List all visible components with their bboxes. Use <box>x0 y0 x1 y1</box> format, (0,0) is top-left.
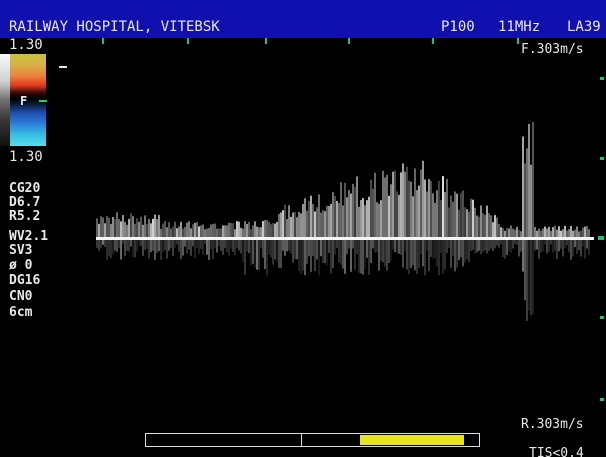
grayscale-bar <box>0 54 10 146</box>
header-tick <box>517 38 519 44</box>
depth-tick <box>600 157 604 160</box>
preset-label: LA39 <box>567 19 601 35</box>
colorbar-marker <box>59 66 67 68</box>
param-sample-volume: SV3 <box>9 243 33 258</box>
param-rejection: R5.2 <box>9 209 41 224</box>
depth-tick <box>600 77 604 80</box>
param-gain: CG20 <box>9 181 41 196</box>
thermal-index: TIS<0.4 <box>529 446 584 457</box>
header-tick <box>432 38 434 44</box>
param-scale-depth: 6cm <box>9 305 33 320</box>
reverse-velocity-scale: R.303m/s <box>521 417 584 432</box>
baseline-end-marker <box>598 236 604 240</box>
header-tick <box>102 38 104 44</box>
progress-highlight <box>360 435 464 445</box>
forward-velocity-scale: F.303m/s <box>521 42 584 57</box>
header-tick <box>265 38 267 44</box>
header-tick <box>348 38 350 44</box>
institution-name: RAILWAY HOSPITAL, VITEBSK <box>9 19 220 35</box>
depth-tick <box>600 316 604 319</box>
header-tick <box>187 38 189 44</box>
header-bar <box>0 0 606 38</box>
frequency-label: 11MHz <box>498 19 541 35</box>
param-depth: D6.7 <box>9 195 41 210</box>
param-doppler-gain: DG16 <box>9 273 41 288</box>
progress-divider <box>301 434 302 446</box>
cine-progress-bar <box>145 433 480 447</box>
colorbar-bottom-value: 1.30 <box>9 149 43 165</box>
depth-tick <box>600 398 604 401</box>
param-cn: CN0 <box>9 289 33 304</box>
spectral-baseline <box>96 237 594 240</box>
param-wall-filter: WV2.1 <box>9 229 49 244</box>
param-angle: ø 0 <box>9 258 33 273</box>
colorbar-center-marker <box>39 100 47 102</box>
colorbar-top-value: 1.30 <box>9 37 43 53</box>
colorbar-center-label: F <box>20 94 28 108</box>
probe-label: P100 <box>441 19 475 35</box>
